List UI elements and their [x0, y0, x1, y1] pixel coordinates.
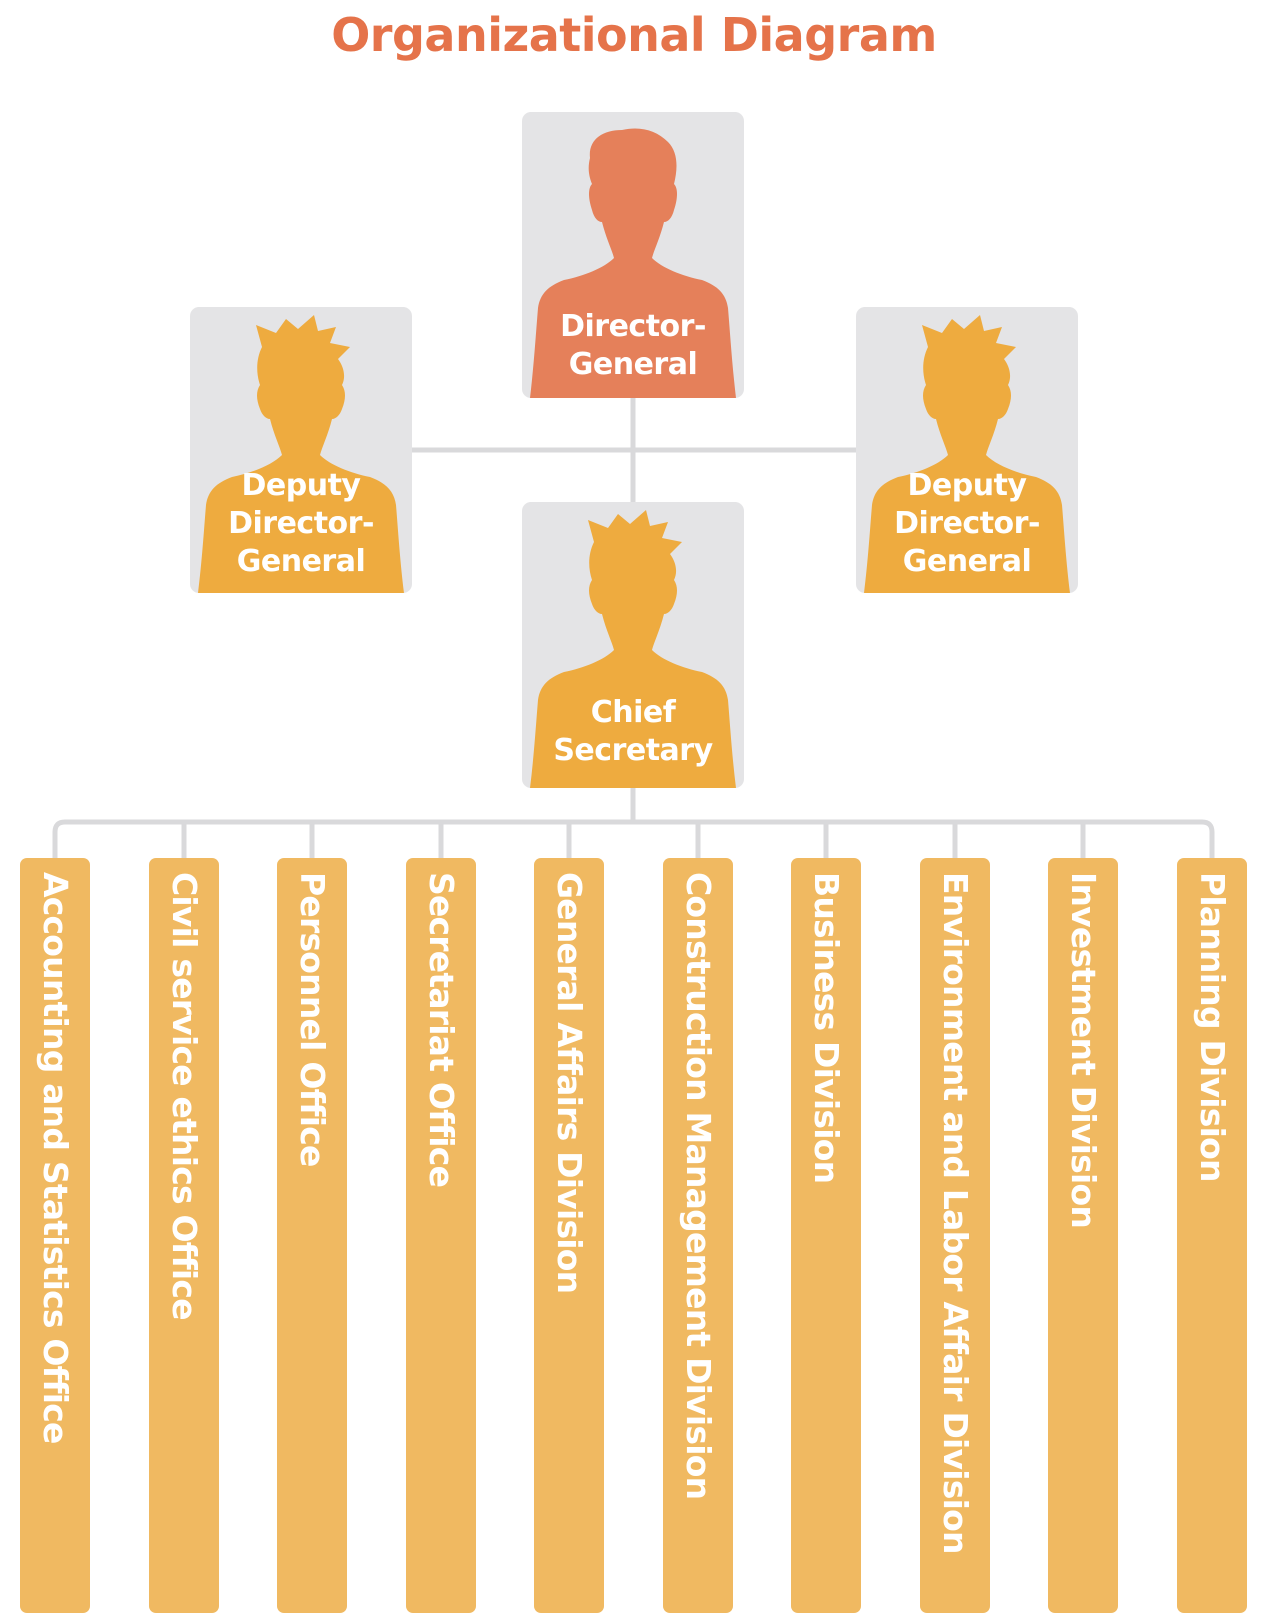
connector-division-bus [52, 819, 1215, 858]
division-label: General Affairs Division [550, 872, 589, 1294]
division-label: Civil service ethics Office [165, 872, 204, 1320]
division-column: Business Division [791, 858, 861, 1613]
division-label: Accounting and Statistics Office [36, 872, 75, 1444]
division-label: Business Division [807, 872, 846, 1184]
chief-secretary-card: Chief Secretary [522, 502, 744, 788]
deputy-director-general-right-label: Deputy Director- General [894, 468, 1040, 579]
page-title: Organizational Diagram [331, 8, 937, 62]
division-label: Investment Division [1064, 872, 1103, 1229]
person-silhouette-icon [530, 128, 736, 398]
division-label: Planning Division [1193, 872, 1232, 1182]
division-column: Environment and Labor Affair Division [920, 858, 990, 1613]
person-silhouette-icon [198, 315, 404, 593]
division-label: Environment and Labor Affair Division [936, 872, 975, 1554]
deputy-director-general-left-label: Deputy Director- General [228, 468, 374, 579]
person-silhouette-icon [864, 315, 1070, 593]
director-general-label: Director- General [560, 309, 706, 382]
division-label: Personnel Office [293, 872, 332, 1167]
division-column: Civil service ethics Office [149, 858, 219, 1613]
division-column: Planning Division [1177, 858, 1247, 1613]
division-label: Secretariat Office [422, 872, 461, 1188]
division-column: Secretariat Office [406, 858, 476, 1613]
deputy-director-general-left-card: Deputy Director- General [190, 307, 412, 593]
division-column: Personnel Office [277, 858, 347, 1613]
division-column: General Affairs Division [534, 858, 604, 1613]
division-column: Construction Management Division [663, 858, 733, 1613]
chief-secretary-label: Chief Secretary [553, 695, 713, 768]
director-general-card: Director- General [522, 112, 744, 398]
division-column: Investment Division [1048, 858, 1118, 1613]
person-silhouette-icon [530, 510, 736, 788]
division-column: Accounting and Statistics Office [20, 858, 90, 1613]
deputy-director-general-right-card: Deputy Director- General [856, 307, 1078, 593]
division-label: Construction Management Division [679, 872, 718, 1500]
